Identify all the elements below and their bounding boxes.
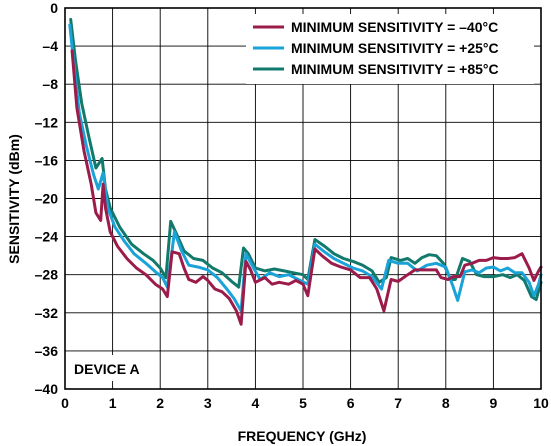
plot-frame [64,7,542,390]
x-tick-label: 3 [204,395,212,411]
x-axis-title: FREQUENCY (GHz) [238,428,367,444]
series-line-minus40 [70,49,543,326]
legend-background [246,14,534,84]
series-lines [68,17,543,326]
y-axis-title: SENSITIVITY (dBm) [6,134,22,264]
annotation-background [68,355,156,381]
x-tick-label: 8 [442,395,450,411]
x-tick-label: 1 [109,395,117,411]
x-tick-label: 4 [252,395,260,411]
x-tick-label: 5 [299,395,307,411]
y-tick-label: –12 [35,114,59,130]
series-line-plus25 [68,23,543,313]
x-tick-label: 9 [490,395,498,411]
legend-label-plus25: MINIMUM SENSITIVITY = +25°C [291,40,499,56]
y-tick-label: –8 [42,76,58,92]
legend-label-minus40: MINIMUM SENSITIVITY = –40°C [291,19,498,35]
x-tick-label: 2 [156,395,164,411]
y-tick-label: –28 [35,267,59,283]
legend: MINIMUM SENSITIVITY = –40°C MINIMUM SENS… [246,14,534,84]
y-tick-label: –16 [35,152,59,168]
x-tick-label: 7 [394,395,402,411]
tick-labels: 0 1 2 3 4 5 6 7 8 9 10 0 –4 –8 –12 –16 –20 –24 –28 –32 –36 –4… [35,0,549,411]
y-tick-label: –24 [35,229,59,245]
y-tick-label: –32 [35,305,59,321]
y-tick-label: –20 [35,191,59,207]
x-tick-label: 10 [533,395,549,411]
device-annotation: DEVICE A [74,361,140,377]
x-tick-label: 0 [61,395,69,411]
y-tick-label: –40 [35,381,59,397]
legend-label-plus85: MINIMUM SENSITIVITY = +85°C [291,61,499,77]
x-tick-label: 6 [347,395,355,411]
y-tick-label: –4 [42,38,58,54]
y-tick-label: 0 [50,0,58,16]
y-tick-label: –36 [35,343,59,359]
